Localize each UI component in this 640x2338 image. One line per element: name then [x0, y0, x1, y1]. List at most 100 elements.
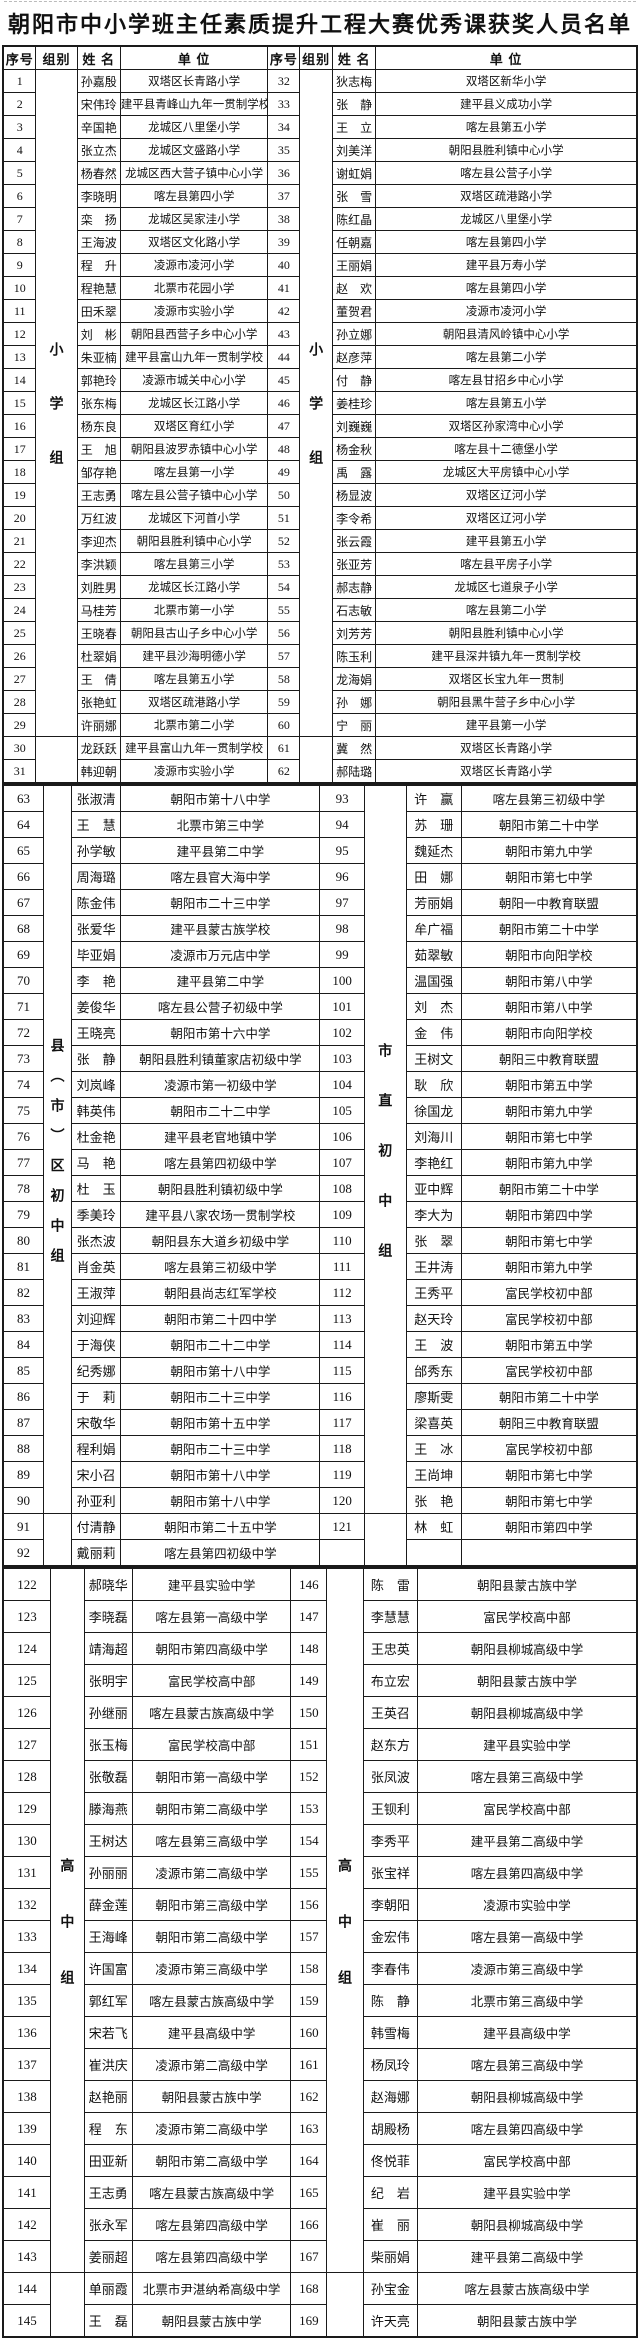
- name-left: 张 静: [70, 1045, 122, 1072]
- row-number-left: 13: [2, 345, 37, 369]
- row-number-right: 112: [319, 1279, 365, 1306]
- name-left: 许国富: [83, 1952, 133, 1985]
- table-row: 74 刘岚峰 凌源市第一初级中学 104 耿 欣朝阳市第五中学: [2, 1071, 638, 1098]
- row-number-left: 63: [2, 784, 45, 812]
- unit-right: 富民学校高中部: [417, 2144, 638, 2177]
- table-row: 85 纪秀娜 朝阳市第十八中学 115 邰秀东 富民学校初中部: [2, 1357, 638, 1384]
- row-number-right: 39: [267, 230, 301, 254]
- table-row: 145 王 磊朝阳县蒙古族中学 169 许天亮 朝阳县蒙古族中学: [2, 2304, 638, 2338]
- header-row: 序号 组别 姓 名 单 位 序号 组别 姓 名 单 位: [2, 45, 638, 70]
- unit-left: 凌源市第二高级中学: [131, 1856, 292, 1889]
- unit-left: 喀左县第一小学: [119, 460, 269, 484]
- row-number-left: 31: [2, 759, 37, 784]
- header-unit-right: 单 位: [375, 45, 638, 70]
- unit-left: 建平县实验中学: [131, 1567, 292, 1601]
- unit-left: 喀左县蒙古族高级中学: [131, 1696, 292, 1729]
- name-left: 许丽娜: [76, 713, 121, 737]
- row-number-right: 98: [319, 915, 365, 942]
- row-number-left: 131: [2, 1856, 52, 1889]
- name-right: 张凤波: [362, 1760, 419, 1793]
- name-right: 张云霞: [332, 529, 377, 553]
- unit-left: 凌源市实验小学: [119, 299, 269, 323]
- row-number-left: 78: [2, 1175, 45, 1202]
- row-number-left: 143: [2, 2240, 52, 2273]
- row-number-left: 14: [2, 368, 37, 392]
- row-number-right: 45: [267, 368, 301, 392]
- unit-right: 建平县第二高级中学: [417, 1824, 638, 1857]
- name-right: 王秀平: [405, 1279, 462, 1306]
- name-left: 薛金莲: [83, 1888, 133, 1921]
- row-number-left: 144: [2, 2272, 52, 2305]
- name-right: 王 波: [405, 1331, 462, 1358]
- row-number-left: 87: [2, 1409, 45, 1436]
- row-number-left: 71: [2, 993, 45, 1020]
- row-number-left: 21: [2, 529, 37, 553]
- name-left: 姜俊华: [70, 993, 122, 1020]
- name-right: 苏 珊: [405, 811, 462, 838]
- unit-right: 北票市第三高级中学: [417, 1984, 638, 2017]
- name-left: 邹存艳: [76, 460, 121, 484]
- name-right: 张 雪: [332, 184, 377, 208]
- table-row: 17 王 旭朝阳县波罗赤镇中心小学 48 杨金秋 喀左县十二德堡小学: [2, 437, 638, 461]
- name-left: 田亚新: [83, 2144, 133, 2177]
- unit-left: 北票市第三中学: [120, 811, 321, 838]
- row-number-left: 7: [2, 207, 37, 231]
- unit-right: 朝阳市第七中学: [460, 1487, 638, 1514]
- name-right: 梁喜英: [405, 1409, 462, 1436]
- unit-left: 龙城区长江路小学: [119, 391, 269, 415]
- row-number-left: 70: [2, 967, 45, 994]
- unit-right: 朝阳市第五中学: [460, 1071, 638, 1098]
- row-number-left: 26: [2, 644, 37, 668]
- unit-right: 双塔区辽河小学: [375, 506, 638, 530]
- unit-left: 朝阳市第二十五中学: [120, 1513, 321, 1540]
- row-number-right: 105: [319, 1097, 365, 1124]
- name-left: 王 磊: [83, 2304, 133, 2338]
- unit-right: 建平县义成功小学: [375, 92, 638, 116]
- unit-right: 朝阳县胜利镇中心小学: [375, 138, 638, 162]
- unit-left: 建平县富山九年一贯制学校: [119, 736, 269, 760]
- row-number-right: 57: [267, 644, 301, 668]
- group-spacer-cell-right: [363, 1513, 407, 1567]
- row-number-left: 74: [2, 1071, 45, 1098]
- name-left: 李晓明: [76, 184, 121, 208]
- unit-right: 建平县第二高级中学: [417, 2240, 638, 2273]
- group-label-cell-left: 县（市）区初中组: [43, 784, 72, 1514]
- table-row: 143 姜丽超 喀左县第四高级中学 167 柴丽娟 建平县第二高级中学: [2, 2240, 638, 2273]
- unit-right: 朝阳市第二十中学: [460, 1383, 638, 1410]
- name-left: 郝晓华: [83, 1567, 133, 1601]
- row-number-right: 35: [267, 138, 301, 162]
- row-number-left: 72: [2, 1019, 45, 1046]
- row-number-right: 38: [267, 207, 301, 231]
- row-number-right: 149: [290, 1664, 328, 1697]
- name-left: 靖海超: [83, 1632, 133, 1665]
- name-left: 张永军: [83, 2208, 133, 2241]
- unit-left: 朝阳市第十八中学: [120, 1357, 321, 1384]
- unit-right: 富民学校初中部: [460, 1435, 638, 1462]
- unit-right: 建平县实验中学: [417, 2176, 638, 2209]
- name-right: 王 立: [332, 115, 377, 139]
- row-number-left: 75: [2, 1097, 45, 1124]
- unit-left: 朝阳市第十八中学: [120, 784, 321, 812]
- name-left: 李 艳: [70, 967, 122, 994]
- row-number-right: 102: [319, 1019, 365, 1046]
- unit-right: 朝阳市第二十中学: [460, 915, 638, 942]
- name-right: 胡殿杨: [362, 2112, 419, 2145]
- unit-left: 朝阳市第二十四中学: [120, 1305, 321, 1332]
- row-number-left: 137: [2, 2048, 52, 2081]
- row-number-left: 15: [2, 391, 37, 415]
- row-number-left: 81: [2, 1253, 45, 1280]
- unit-right: 建平县第一小学: [375, 713, 638, 737]
- unit-right: 朝阳市第九中学: [460, 837, 638, 864]
- unit-right: 朝阳市第七中学: [460, 1461, 638, 1488]
- unit-right: [460, 1539, 638, 1567]
- table-row: 71 姜俊华 喀左县公营子初级中学 101 刘 杰朝阳市第八中学: [2, 993, 638, 1020]
- row-number-left: 68: [2, 915, 45, 942]
- row-number-right: 165: [290, 2176, 328, 2209]
- name-left: 王志勇: [76, 483, 121, 507]
- unit-right: 建平县第五小学: [375, 529, 638, 553]
- unit-left: 朝阳市第十六中学: [120, 1019, 321, 1046]
- table-row: 122 高中组 郝晓华 建平县实验中学 146 高中组陈 雷朝阳县蒙古族中学: [2, 1567, 638, 2273]
- row-number-left: 138: [2, 2080, 52, 2113]
- header-name-right: 姓 名: [332, 45, 377, 70]
- unit-left: 富民学校高中部: [131, 1664, 292, 1697]
